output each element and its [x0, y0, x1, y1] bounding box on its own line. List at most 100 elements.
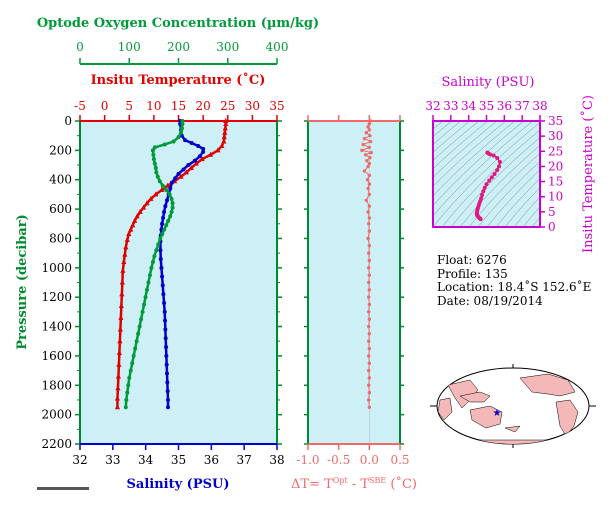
temperature-point	[120, 267, 126, 273]
temperature-tick-label: 30	[245, 99, 260, 113]
oxygen-point	[157, 179, 162, 184]
salinity-point	[162, 309, 167, 314]
delta-tick-label: 0.0	[360, 453, 379, 467]
salinity-point	[163, 318, 168, 323]
oxygen-tick-label: 400	[266, 40, 289, 54]
pressure-tick-label: 1600	[41, 349, 72, 363]
salinity-point	[192, 158, 197, 163]
salinity-point	[164, 362, 169, 367]
profile-date: Date: 08/19/2014	[437, 293, 543, 308]
density-contour	[531, 216, 540, 227]
salinity-point	[183, 138, 188, 143]
oxygen-point	[149, 265, 154, 270]
salinity-point	[163, 204, 168, 209]
salinity-point	[163, 336, 168, 341]
oxygen-point	[168, 214, 173, 219]
ts-temperature-tick-label: 20	[548, 159, 563, 173]
temperature-point	[130, 222, 136, 228]
oxygen-point	[154, 170, 159, 175]
temperature-point	[128, 226, 134, 232]
delta-point	[366, 210, 370, 214]
delta-point	[367, 161, 372, 166]
delta-point	[362, 169, 367, 173]
ts-point	[497, 159, 502, 164]
temperature-tick-label: -5	[74, 99, 86, 113]
salinity-point	[158, 257, 163, 262]
new-zealand-landmass	[504, 425, 521, 433]
ts-temperature-tick-label: 25	[548, 144, 563, 158]
delta-point	[367, 251, 371, 255]
temperature-tick-label: 10	[146, 99, 161, 113]
salinity-point	[201, 146, 206, 151]
temperature-point	[221, 138, 227, 144]
salinity-tick-label: 35	[171, 453, 186, 467]
delta-point	[368, 133, 372, 138]
ts-temperature-axis-label: Insitu Temperature (˚C)	[580, 95, 596, 253]
delta-point	[367, 222, 371, 226]
oxygen-point	[164, 223, 169, 228]
delta-point	[368, 156, 372, 160]
oxygen-point	[155, 174, 160, 179]
salinity-point	[165, 371, 170, 376]
credit-mark	[37, 487, 89, 490]
temperature-axis-label: Insitu Temperature (˚C)	[91, 72, 266, 88]
ts-salinity-axis-label: Salinity (PSU)	[442, 75, 535, 90]
temperature-point	[137, 209, 143, 215]
oxygen-point	[180, 119, 185, 123]
oxygen-point	[170, 201, 175, 206]
salinity-point	[162, 210, 167, 215]
delta-point	[367, 204, 372, 208]
oxygen-point	[152, 145, 157, 150]
temperature-point	[115, 385, 121, 391]
oxygen-point	[123, 405, 128, 410]
south-america-landmass	[555, 399, 579, 437]
pressure-tick-label: 0	[64, 114, 72, 128]
delta-point	[367, 216, 372, 220]
delta-tick-label: 0.5	[390, 453, 409, 467]
pressure-tick-label: 2200	[41, 437, 72, 451]
density-contour	[433, 121, 480, 161]
temperature-point	[114, 404, 121, 410]
temperature-point	[122, 251, 128, 257]
oxygen-point	[153, 165, 158, 170]
delta-point	[367, 229, 372, 233]
oxygen-tick-label: 200	[167, 40, 190, 54]
density-contour	[495, 178, 540, 227]
temperature-point	[178, 173, 184, 179]
africa-landmass	[437, 397, 453, 421]
oxygen-point	[140, 309, 145, 314]
temperature-point	[115, 373, 122, 379]
ts-panel-background	[433, 121, 540, 227]
ts-point	[487, 178, 492, 183]
delta-point	[367, 288, 372, 292]
temperature-point	[153, 191, 159, 197]
salinity-point	[186, 163, 191, 168]
density-contour	[513, 196, 540, 227]
delta-point	[367, 398, 371, 402]
indonesia-landmass	[459, 391, 491, 403]
ts-temperature-tick-label: 30	[548, 129, 563, 143]
float-info: Float: 6276 Profile: 135 Location: 18.4˚…	[437, 253, 591, 308]
salinity-point	[168, 186, 173, 191]
ts-temperature-tick-label: 35	[548, 114, 563, 128]
ts-salinity-tick-label: 38	[532, 99, 547, 113]
delta-point	[367, 368, 371, 373]
delta-point	[368, 139, 373, 144]
oxygen-point	[152, 161, 157, 166]
ts-temperature-tick-label: 5	[548, 205, 556, 219]
ts-point	[489, 175, 494, 180]
oxygen-point	[176, 135, 181, 140]
oxygen-point	[162, 142, 167, 147]
density-contour	[441, 129, 540, 227]
float-location-marker: ★	[493, 408, 502, 419]
ts-temperature-tick-label: 15	[548, 175, 563, 189]
north-america-landmass	[519, 373, 576, 397]
temperature-tick-label: 15	[171, 99, 186, 113]
ts-point	[482, 185, 487, 190]
delta-point	[364, 131, 368, 135]
ts-point	[495, 168, 500, 173]
salinity-point	[158, 248, 163, 253]
oxygen-point	[124, 397, 129, 402]
temperature-point	[223, 118, 229, 123]
